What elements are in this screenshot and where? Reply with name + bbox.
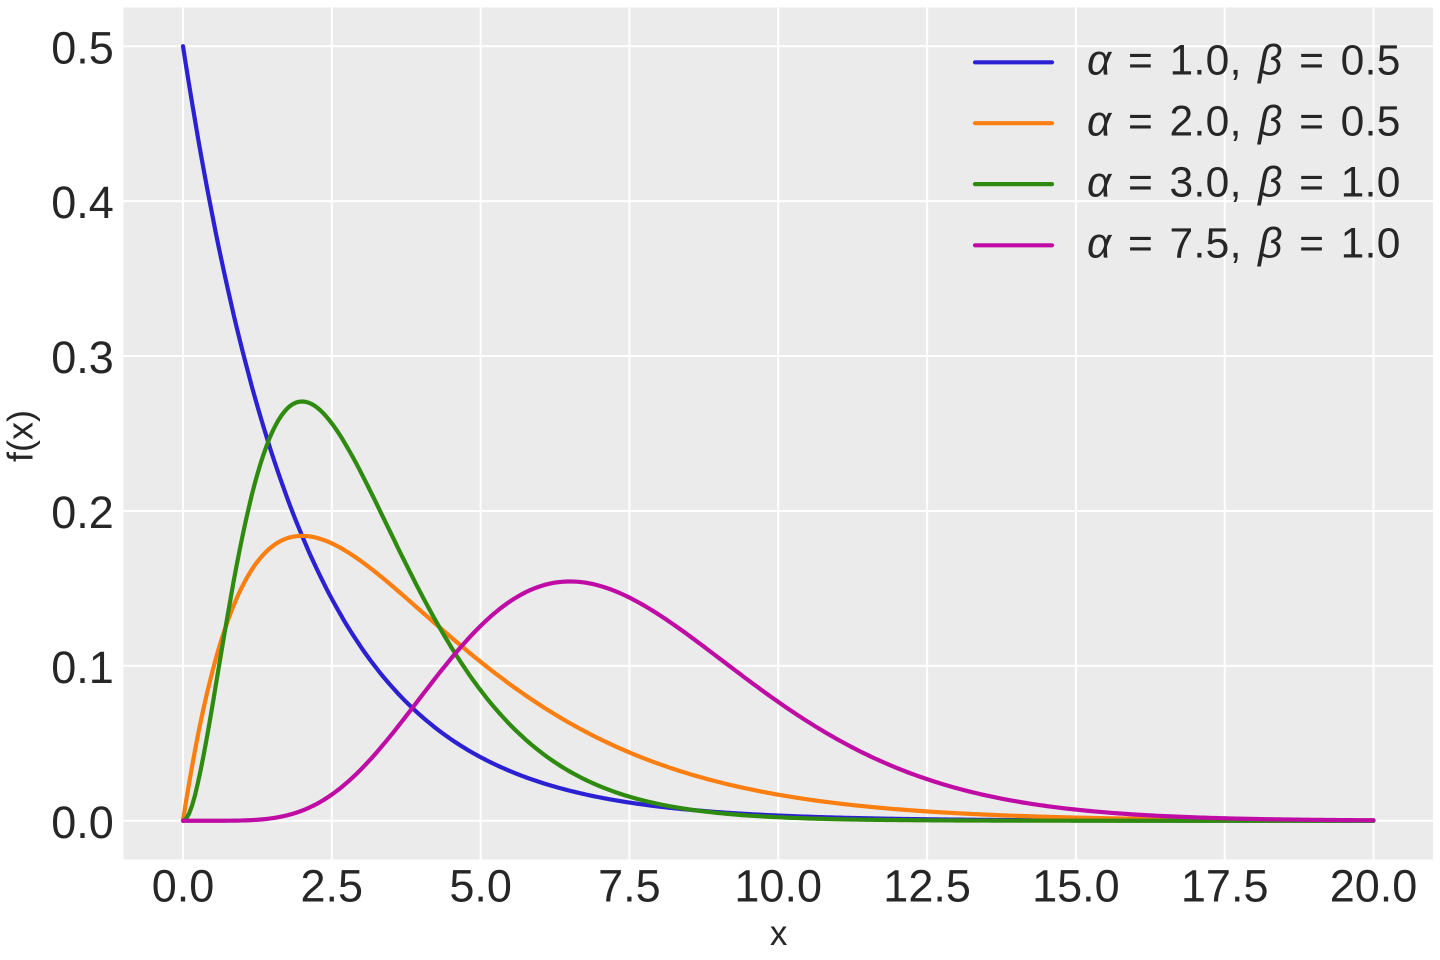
- svg-text:α = 7.5, β = 1.0: α = 7.5, β = 1.0: [1087, 221, 1401, 268]
- svg-text:15.0: 15.0: [1032, 860, 1120, 911]
- svg-text:0.4: 0.4: [51, 177, 114, 228]
- svg-text:f(x): f(x): [0, 410, 41, 462]
- svg-text:0.0: 0.0: [152, 860, 215, 911]
- svg-text:20.0: 20.0: [1330, 860, 1418, 911]
- svg-text:α = 1.0, β = 0.5: α = 1.0, β = 0.5: [1087, 38, 1401, 85]
- svg-text:0.0: 0.0: [51, 797, 114, 848]
- svg-text:17.5: 17.5: [1181, 860, 1269, 911]
- svg-text:x: x: [770, 914, 788, 953]
- svg-text:α = 3.0, β = 1.0: α = 3.0, β = 1.0: [1087, 160, 1401, 207]
- svg-text:7.5: 7.5: [598, 860, 661, 911]
- svg-text:0.1: 0.1: [51, 642, 114, 693]
- svg-text:10.0: 10.0: [734, 860, 822, 911]
- svg-text:2.5: 2.5: [301, 860, 364, 911]
- svg-text:12.5: 12.5: [883, 860, 971, 911]
- svg-text:α = 2.0, β = 0.5: α = 2.0, β = 0.5: [1087, 99, 1401, 146]
- svg-text:0.5: 0.5: [51, 22, 114, 73]
- svg-text:0.2: 0.2: [51, 487, 114, 538]
- svg-text:5.0: 5.0: [449, 860, 512, 911]
- svg-text:0.3: 0.3: [51, 332, 114, 383]
